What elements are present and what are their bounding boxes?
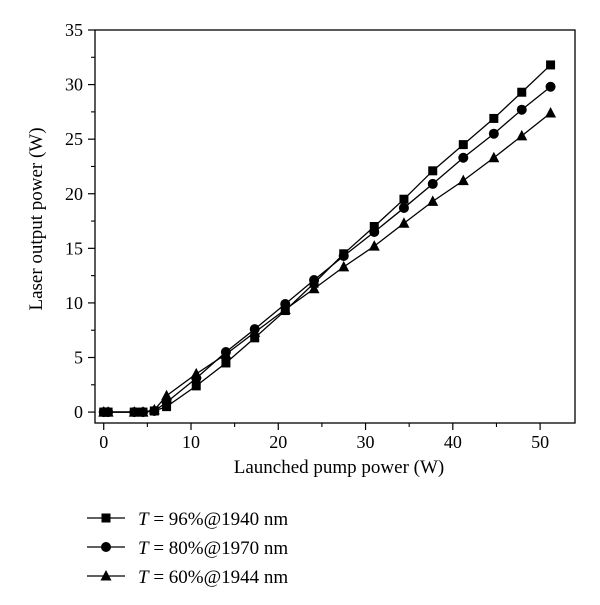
series-square (99, 60, 556, 417)
legend: T = 96%@1940 nm T = 80%@1970 nm T = 60%@19… (87, 509, 288, 588)
data-point (250, 333, 260, 343)
data-point (191, 381, 201, 391)
y-tick-label: 10 (65, 293, 83, 313)
data-point (545, 81, 556, 92)
data-point (516, 129, 528, 141)
y-tick-label: 20 (65, 184, 83, 204)
data-point (102, 406, 114, 417)
legend-label: T = 96%@1940 nm (138, 509, 288, 530)
x-tick-label: 20 (269, 432, 287, 452)
axis-ticks: 0 10 20 30 40 50 0 5 10 15 20 25 30 35 (65, 20, 549, 452)
y-tick-label: 35 (65, 20, 83, 40)
series-line (103, 112, 551, 413)
data-point (369, 222, 379, 231)
data-point (488, 128, 499, 139)
data-point (369, 226, 380, 237)
data-point (128, 406, 140, 417)
data-point (161, 389, 173, 401)
data-point (545, 106, 557, 118)
data-point (338, 260, 350, 272)
data-point (249, 326, 261, 337)
x-tick-label: 0 (99, 432, 108, 452)
y-tick-label: 30 (65, 75, 83, 95)
series-circle (98, 81, 556, 418)
series-triangle (98, 106, 557, 417)
data-point (428, 166, 438, 176)
data-point (148, 403, 160, 415)
data-point (516, 104, 527, 115)
x-tick-label: 30 (357, 432, 375, 452)
data-point (427, 178, 438, 189)
data-point (368, 240, 380, 251)
data-point (458, 140, 468, 150)
data-point (220, 348, 232, 359)
y-tick-label: 15 (65, 238, 83, 258)
data-point (398, 217, 410, 228)
y-tick-label: 5 (74, 348, 83, 368)
data-point (190, 367, 202, 379)
data-point (546, 60, 556, 70)
legend-item: T = 60%@1944 nm (87, 567, 288, 588)
data-point (517, 87, 527, 97)
data-point (398, 202, 409, 213)
data-point (458, 152, 469, 163)
data-point (221, 358, 231, 368)
y-tick-label: 25 (65, 129, 83, 149)
data-point (399, 194, 409, 204)
data-point (308, 282, 320, 294)
data-point (489, 113, 499, 123)
x-tick-label: 50 (531, 432, 549, 452)
legend-item: T = 96%@1940 nm (87, 509, 288, 530)
legend-marker (101, 513, 111, 523)
legend-item: T = 80%@1970 nm (87, 538, 288, 559)
x-tick-label: 10 (182, 432, 200, 452)
data-point (309, 274, 320, 285)
legend-marker (100, 570, 112, 581)
y-axis-label: Laser output power (W) (26, 127, 47, 310)
y-tick-label: 0 (74, 402, 83, 422)
data-point (488, 151, 500, 163)
legend-label: T = 80%@1970 nm (138, 538, 288, 559)
data-point (338, 250, 349, 261)
x-tick-label: 40 (444, 432, 462, 452)
x-axis-label: Launched pump power (W) (234, 457, 445, 478)
data-point (427, 195, 439, 206)
legend-label: T = 60%@1944 nm (138, 567, 288, 588)
series-line (103, 64, 552, 413)
data-point (137, 406, 149, 417)
data-point (279, 303, 291, 314)
data-point (457, 174, 469, 186)
plot-frame (94, 29, 576, 424)
series-line (103, 86, 551, 413)
series-layer (98, 60, 557, 418)
legend-marker (101, 542, 111, 552)
